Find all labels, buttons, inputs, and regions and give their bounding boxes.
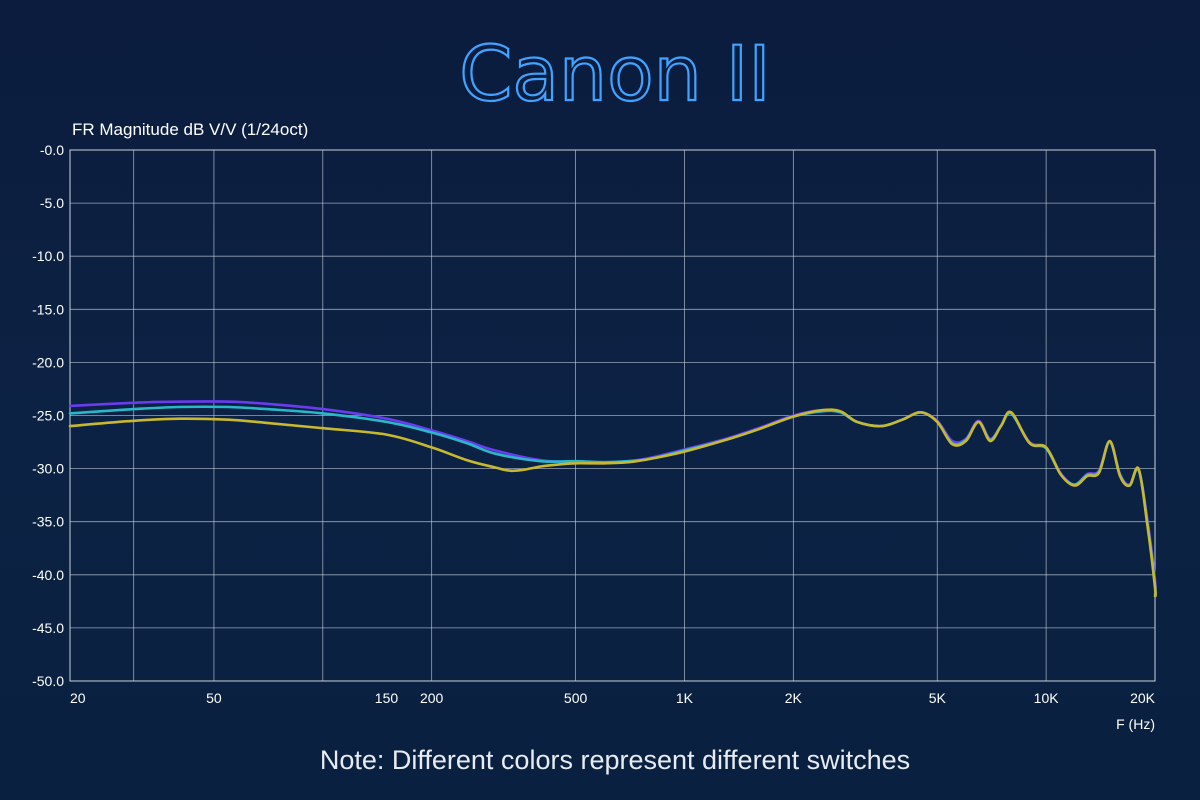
x-tick-label-9: 20K [1130,690,1156,706]
series-lines [68,400,1157,598]
x-tick-labels: 20 50 150 200 500 1K 2K 5K 10K 20K [70,690,1156,706]
series-line-0 [68,400,1157,592]
y-tick-label-10: -50.0 [32,673,64,689]
x-axis-label: F (Hz) [1116,716,1155,732]
y-tick-label-6: -30.0 [32,461,64,477]
y-tick-label-1: -5.0 [40,195,64,211]
chart-title: Canon II [459,29,770,118]
series-line-1 [68,405,1157,596]
x-tick-label-7: 5K [929,690,947,706]
x-tick-label-8: 10K [1034,690,1060,706]
y-tick-labels: -0.0 -5.0 -10.0 -15.0 -20.0 -25.0 -30.0 -35.0 -4… [32,142,64,689]
series-line-2 [68,408,1157,598]
y-tick-label-4: -20.0 [32,354,64,370]
x-tick-label-2: 150 [375,690,399,706]
y-tick-label-7: -35.0 [32,514,64,530]
y-tick-label-9: -45.0 [32,620,64,636]
y-tick-label-2: -10.0 [32,248,64,264]
grid [69,149,1156,682]
y-tick-label-3: -15.0 [32,301,64,317]
x-tick-label-0: 20 [70,690,86,706]
y-tick-label-8: -40.0 [32,567,64,583]
x-tick-label-3: 200 [420,690,444,706]
x-tick-label-4: 500 [564,690,588,706]
y-tick-label-5: -25.0 [32,408,64,424]
y-axis-label: FR Magnitude dB V/V (1/24oct) [72,120,308,139]
x-tick-label-1: 50 [206,690,222,706]
x-tick-label-5: 1K [676,690,694,706]
x-tick-label-6: 2K [785,690,803,706]
footnote: Note: Different colors represent differe… [320,745,910,775]
y-tick-label-0: -0.0 [40,142,64,158]
